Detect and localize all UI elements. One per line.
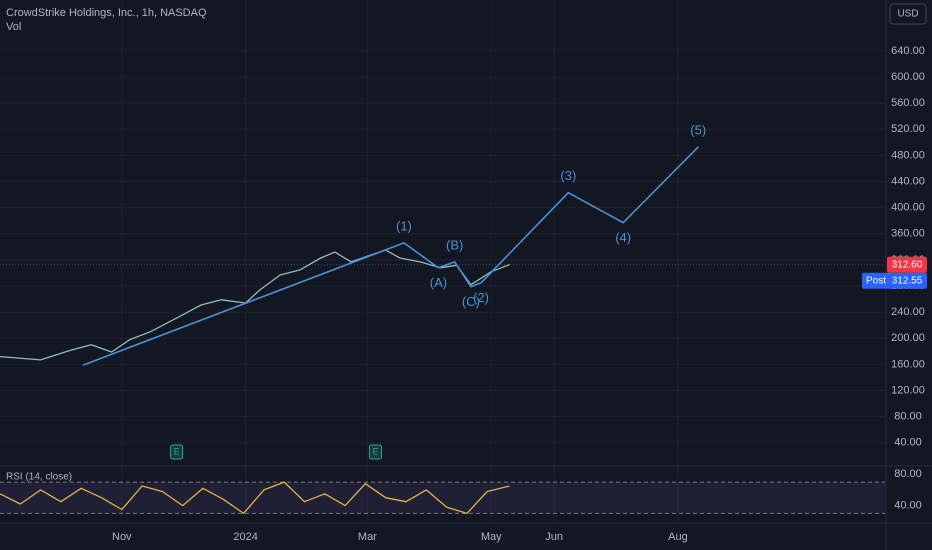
event-label: E [174,446,180,456]
currency[interactable]: USD [897,9,918,20]
y-tick-label: 600.00 [891,71,925,83]
y-tick-label: 360.00 [891,228,925,240]
post-label: Post [866,275,886,286]
wave-label: (4) [615,230,631,245]
y-tick-label: 240.00 [891,306,925,318]
wave-label: (C) [462,294,480,309]
y-tick-label: 40.00 [894,437,922,449]
y-tick-label: 80.00 [894,411,922,423]
rsi-title: RSI (14, close) [6,472,72,483]
x-tick-label: Mar [358,531,377,543]
y-tick-label: 200.00 [891,332,925,344]
series-line [0,481,510,515]
y-tick-label: 520.00 [891,123,925,135]
event-marker [170,444,184,460]
marks: (1) (A) (B) (C)(2) (3) (4) (5) E E [0,122,706,515]
event-label: E [373,446,379,456]
event-marker [369,444,383,460]
post-price-label: 312.55 [892,275,923,286]
x-tick-label: Jun [545,531,563,543]
y-tick-label: 80.00 [894,468,922,480]
grid [0,0,885,522]
series-line [82,146,699,366]
currency-button[interactable] [889,3,927,25]
wave-label: (2) [473,290,489,305]
wave-label: (A) [430,275,447,290]
last-price-label: 312.60 [892,259,923,270]
y-tick-label: 560.00 [891,97,925,109]
last-price-tag [887,256,927,273]
y-tick-label: 440.00 [891,175,925,187]
wave-label: (5) [690,122,706,137]
x-tick-label: 2024 [233,531,257,543]
y-tick-label: 40.00 [894,499,922,511]
x-tick-label: May [481,531,502,543]
x-tick-label: Nov [112,531,132,543]
volume-label: Vol [6,21,21,33]
x-tick-label: Aug [668,531,688,543]
y-tick-label: 120.00 [891,384,925,396]
y-tick-label: 400.00 [891,202,925,214]
y-tick-label: 640.00 [891,45,925,57]
wave-label: (1) [396,218,412,233]
wave-label: (3) [560,168,576,183]
y-tick-label: 160.00 [891,358,925,370]
chart-title: CrowdStrike Holdings, Inc., 1h, NASDAQ [6,7,207,19]
post-price-tag [862,272,927,289]
wave-label: (B) [446,237,463,252]
y-tick-label: 480.00 [891,149,925,161]
